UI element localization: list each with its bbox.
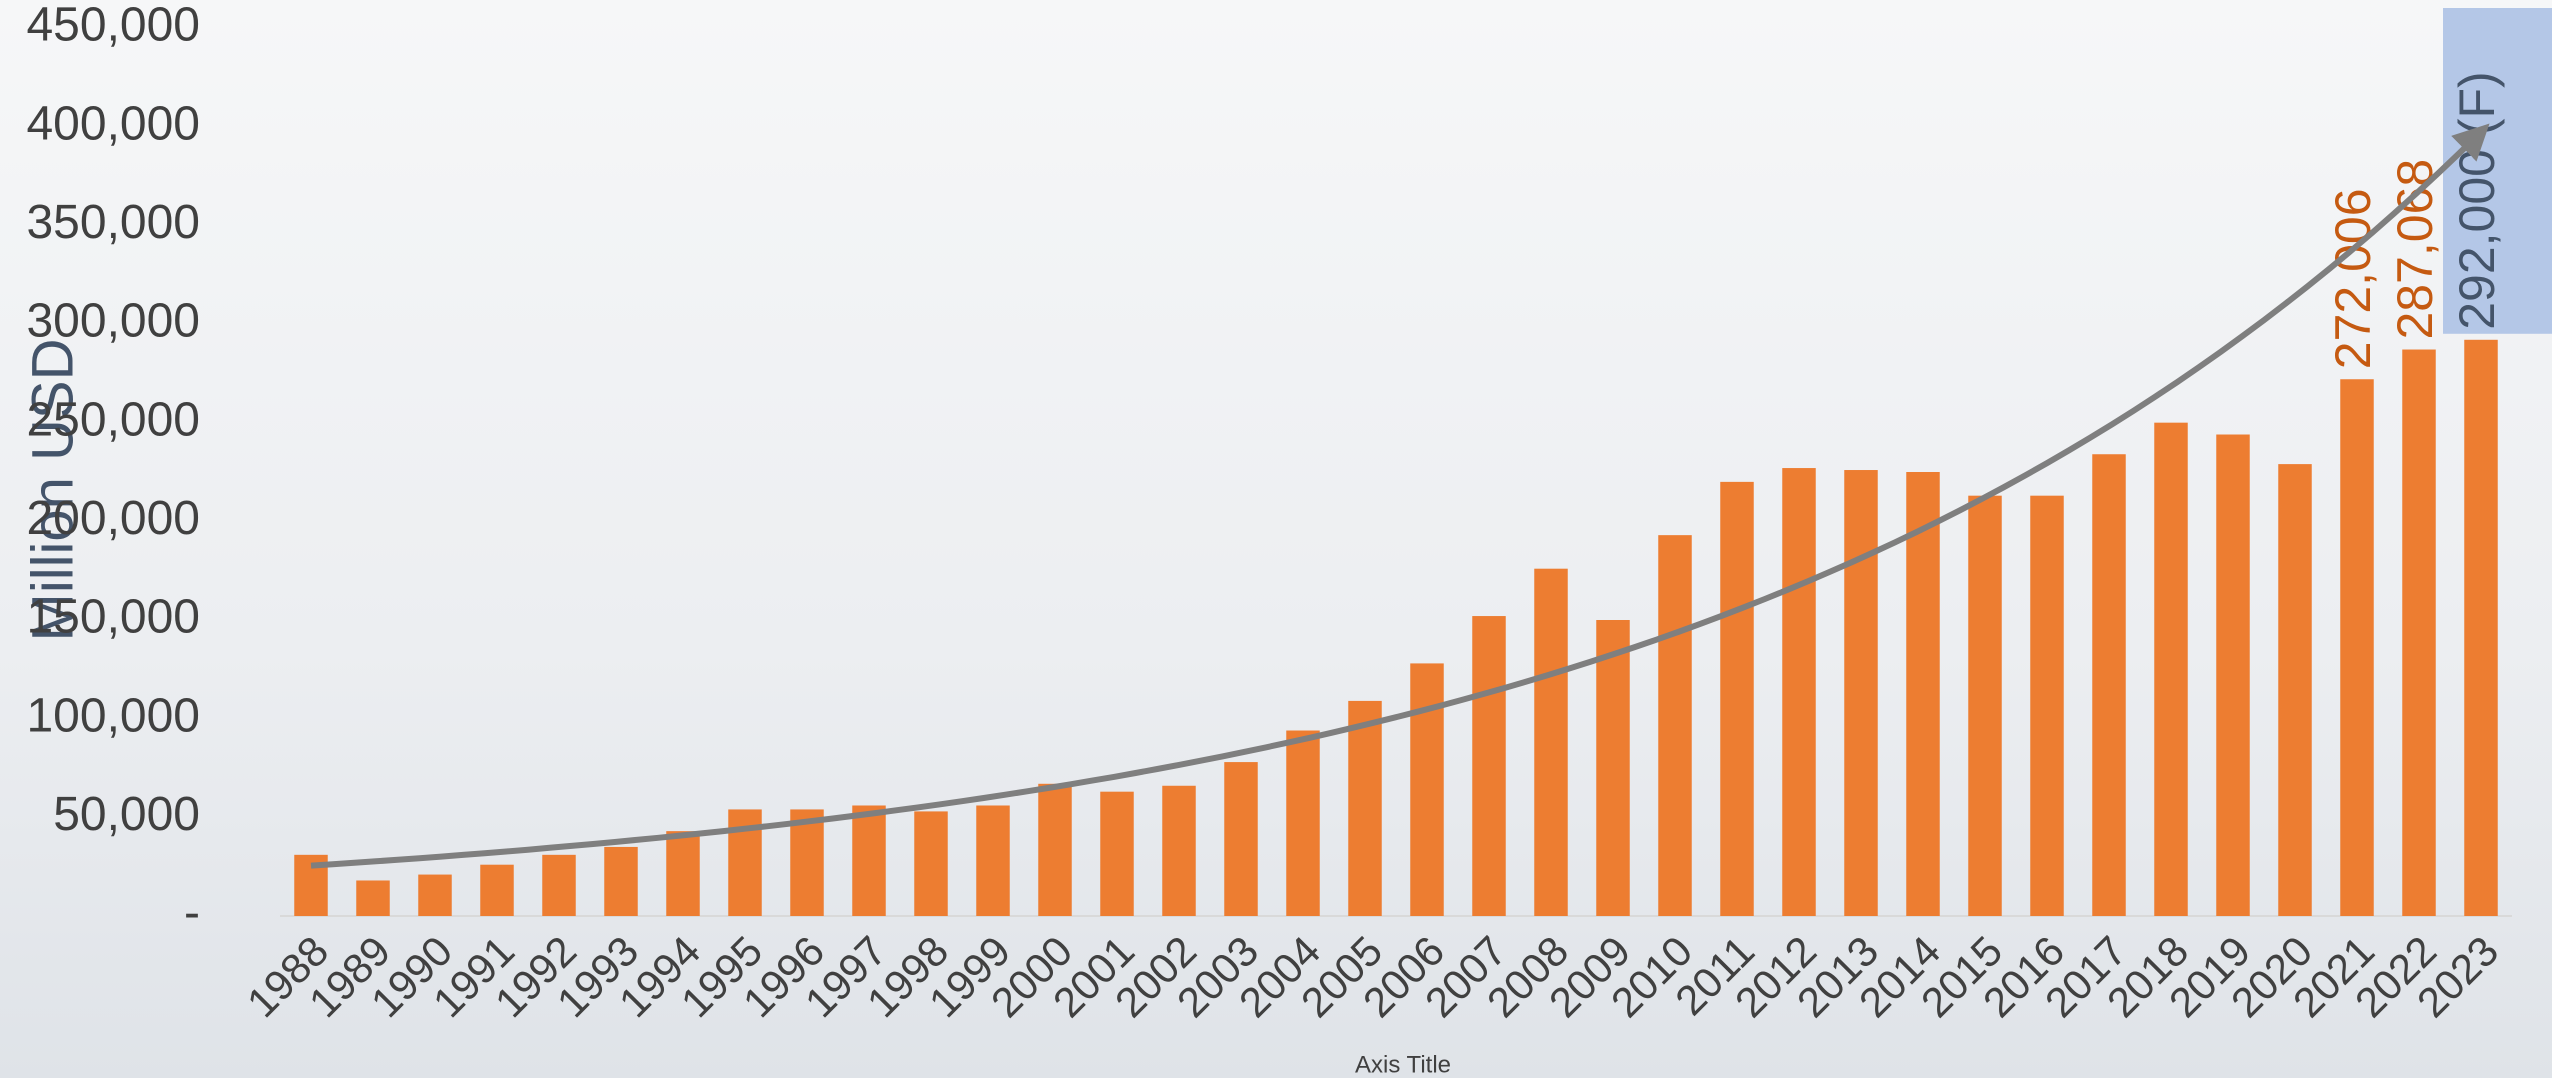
forecast-label-box bbox=[2443, 8, 2552, 334]
bar bbox=[1348, 700, 1382, 916]
bar bbox=[790, 809, 824, 916]
x-axis-title: Axis Title bbox=[1355, 1051, 1451, 1078]
bar bbox=[1782, 468, 1816, 916]
bar bbox=[604, 846, 638, 916]
bar bbox=[2216, 434, 2250, 916]
bar bbox=[976, 805, 1010, 916]
y-tick-label: 450,000 bbox=[26, 0, 200, 52]
y-tick-label: 400,000 bbox=[26, 97, 200, 150]
y-tick-label: 100,000 bbox=[26, 689, 200, 742]
bar bbox=[1162, 785, 1196, 916]
bar bbox=[1534, 568, 1568, 916]
bar bbox=[2278, 464, 2312, 916]
bar bbox=[1720, 481, 1754, 916]
bar bbox=[2464, 339, 2498, 917]
bar bbox=[914, 811, 948, 916]
bar bbox=[1596, 620, 1630, 916]
y-tick-label: 50,000 bbox=[53, 788, 200, 841]
bar bbox=[418, 874, 452, 916]
bar bbox=[852, 805, 886, 916]
bar bbox=[2340, 379, 2374, 917]
bar bbox=[1472, 616, 1506, 916]
bar bbox=[666, 831, 700, 916]
bar bbox=[2030, 495, 2064, 916]
bar bbox=[356, 880, 390, 916]
bar bbox=[480, 864, 514, 916]
bar bbox=[1906, 472, 1940, 916]
y-tick-label: 300,000 bbox=[26, 295, 200, 348]
y-tick-label: 150,000 bbox=[26, 591, 200, 644]
bar bbox=[1658, 535, 1692, 916]
y-tick-label: 200,000 bbox=[26, 492, 200, 545]
bar bbox=[1224, 762, 1258, 916]
bar bbox=[2092, 454, 2126, 916]
bar bbox=[1410, 663, 1444, 916]
bar bbox=[1968, 495, 2002, 916]
y-tick-label: - bbox=[184, 887, 200, 940]
bar bbox=[1038, 783, 1072, 916]
value-label: 292,000 (F) bbox=[2449, 71, 2505, 329]
y-tick-label: 250,000 bbox=[26, 393, 200, 446]
value-label: 272,006 bbox=[2325, 188, 2381, 369]
trendline bbox=[310, 123, 2490, 869]
bar bbox=[1100, 791, 1134, 916]
y-axis-title: Million USD bbox=[20, 339, 85, 642]
value-label: 287,068 bbox=[2387, 159, 2443, 340]
bar bbox=[542, 854, 576, 916]
y-tick-label: 350,000 bbox=[26, 196, 200, 249]
bar bbox=[1286, 730, 1320, 916]
bar bbox=[2154, 422, 2188, 916]
bar bbox=[1844, 470, 1878, 916]
bar bbox=[2402, 349, 2436, 916]
